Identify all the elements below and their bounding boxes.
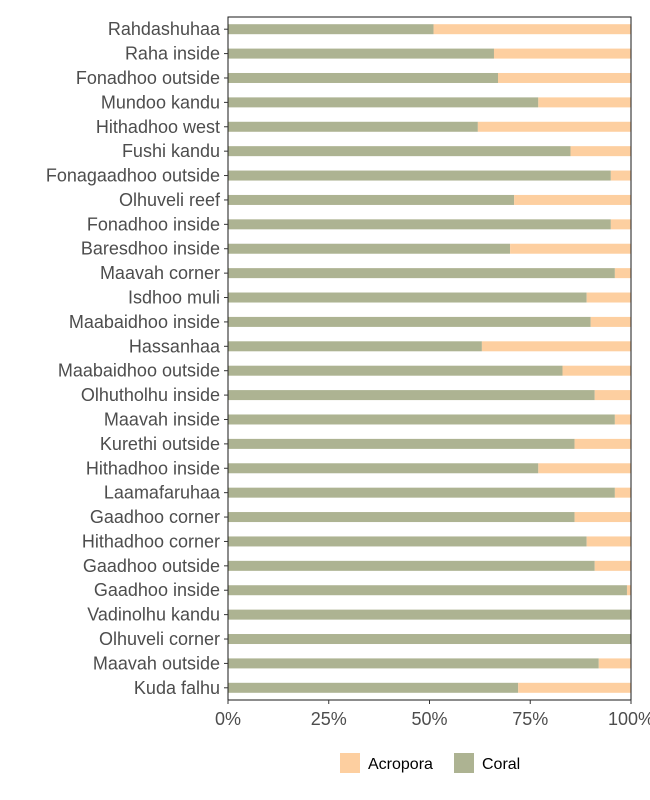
bar-coral [228, 512, 575, 523]
bar-acropora [481, 341, 631, 352]
bar-coral [228, 121, 478, 132]
y-tick-label: Raha inside [125, 44, 220, 64]
bar-coral [228, 585, 627, 596]
bar-coral [228, 146, 571, 157]
bar-acropora [493, 48, 631, 59]
legend-swatch-coral [454, 753, 474, 773]
bar-acropora [614, 414, 631, 425]
bar-coral [228, 268, 615, 279]
bar-acropora [586, 292, 631, 303]
bar-acropora [538, 97, 631, 108]
bar-coral [228, 609, 631, 620]
bar-acropora [562, 365, 631, 376]
bar-coral [228, 658, 599, 669]
y-tick-label: Kurethi outside [100, 434, 220, 454]
y-tick-label: Maabaidhoo inside [69, 312, 220, 332]
bar-acropora [594, 390, 631, 401]
bar-coral [228, 634, 631, 645]
y-tick-label: Maavah outside [93, 653, 220, 673]
bar-acropora [574, 438, 631, 449]
bar-coral [228, 97, 539, 108]
y-tick-label: Hithadhoo inside [86, 458, 220, 478]
bar-coral [228, 438, 575, 449]
y-tick-label: Vadinolhu kandu [87, 605, 220, 625]
bar-coral [228, 72, 499, 83]
y-tick-label: Fonagaadhoo outside [46, 166, 220, 186]
bar-coral [228, 219, 611, 230]
bar-acropora [626, 585, 631, 596]
y-tick-label: Fonadhoo outside [76, 68, 220, 88]
bar-acropora [614, 268, 631, 279]
bar-coral [228, 341, 482, 352]
bar-coral [228, 682, 519, 693]
bar-acropora [498, 72, 631, 83]
bars-layer [228, 24, 631, 693]
bar-coral [228, 365, 563, 376]
x-tick-label: 75% [512, 709, 548, 729]
x-tick-label: 0% [215, 709, 241, 729]
y-tick-label: Fushi kandu [122, 141, 220, 161]
y-tick-label: Baresdhoo inside [81, 239, 220, 259]
bar-acropora [477, 121, 631, 132]
plot-panel-border [227, 16, 632, 701]
bar-coral [228, 316, 591, 327]
y-tick-label: Maavah inside [104, 409, 220, 429]
x-tick-label: 25% [311, 709, 347, 729]
bar-acropora [590, 316, 631, 327]
bar-coral [228, 414, 615, 425]
y-tick-label: Maavah corner [100, 263, 220, 283]
bar-coral [228, 536, 587, 547]
y-tick-label: Olhuveli reef [119, 190, 221, 210]
y-tick-label: Olhuveli corner [99, 629, 220, 649]
y-axis: Rahdashuhaa Raha inside Fonadhoo outside Mu… [46, 19, 228, 698]
legend-label-acropora: Acropora [368, 756, 433, 773]
bar-acropora [514, 194, 631, 205]
bar-coral [228, 48, 494, 59]
legend-swatch-acropora [340, 753, 360, 773]
bar-acropora [574, 512, 631, 523]
bar-acropora [510, 243, 631, 254]
y-tick-label: Fonadhoo inside [87, 214, 220, 234]
bar-acropora [614, 487, 631, 498]
y-tick-label: Gaadhoo corner [90, 507, 220, 527]
y-tick-label: Hithadhoo corner [82, 531, 220, 551]
bar-acropora [586, 536, 631, 547]
bar-coral [228, 243, 511, 254]
bar-acropora [610, 219, 631, 230]
y-tick-label: Rahdashuhaa [108, 19, 221, 39]
bar-acropora [598, 658, 631, 669]
y-tick-label: Mundoo kandu [101, 92, 220, 112]
y-tick-label: Maabaidhoo outside [58, 361, 220, 381]
y-tick-label: Kuda falhu [134, 678, 220, 698]
y-tick-label: Hassanhaa [129, 336, 221, 356]
bar-coral [228, 194, 515, 205]
bar-acropora [570, 146, 631, 157]
legend: Acropora Coral [340, 753, 520, 773]
bar-acropora [433, 24, 631, 35]
x-axis: 0% 25% 50% 75% 100% [215, 700, 650, 729]
bar-coral [228, 487, 615, 498]
legend-label-coral: Coral [482, 756, 520, 773]
x-tick-label: 100% [608, 709, 650, 729]
y-tick-label: Laamafaruhaa [104, 483, 221, 503]
y-tick-label: Hithadhoo west [96, 117, 220, 137]
bar-acropora [594, 560, 631, 571]
bar-acropora [538, 463, 631, 474]
y-tick-label: Gaadhoo inside [94, 580, 220, 600]
bar-acropora [610, 170, 631, 181]
x-tick-label: 50% [411, 709, 447, 729]
bar-coral [228, 24, 434, 35]
y-tick-label: Gaadhoo outside [83, 556, 220, 576]
y-tick-label: Isdhoo muli [128, 288, 220, 308]
y-tick-label: Olhutholhu inside [81, 385, 220, 405]
bar-coral [228, 463, 539, 474]
bar-coral [228, 170, 611, 181]
bar-coral [228, 390, 595, 401]
bar-coral [228, 560, 595, 571]
bar-acropora [518, 682, 631, 693]
bar-coral [228, 292, 587, 303]
